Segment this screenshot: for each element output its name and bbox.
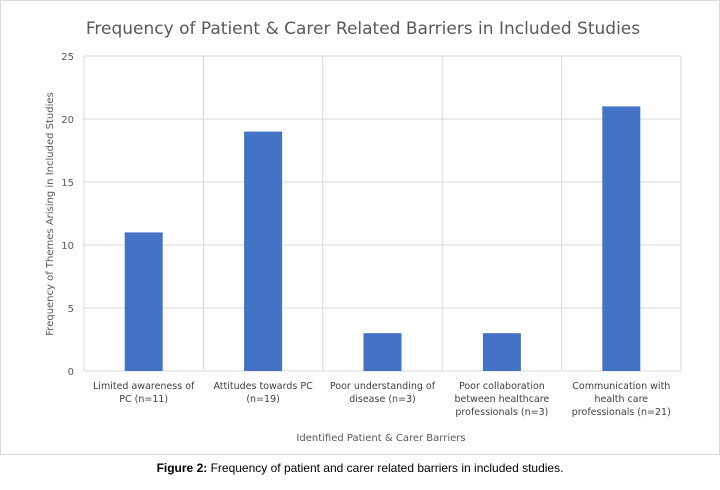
y-tick-label: 20 bbox=[61, 115, 74, 126]
y-tick-label: 10 bbox=[61, 241, 74, 252]
x-category-label-line: between healthcare bbox=[455, 394, 550, 405]
x-category-label-line: health care bbox=[594, 394, 648, 405]
x-category-labels: Limited awareness of PC (n=11) Attitudes t… bbox=[93, 381, 671, 418]
x-category-label: Poor collaboration between healthcare prof… bbox=[455, 381, 550, 418]
x-category-label: Poor understanding of disease (n=3) bbox=[330, 381, 436, 405]
chart-title: Frequency of Patient & Carer Related Bar… bbox=[86, 19, 640, 39]
x-category-label-line: disease (n=3) bbox=[349, 394, 416, 405]
y-axis-title: Frequency of Themes Arising in Included … bbox=[45, 92, 56, 335]
bar bbox=[124, 232, 163, 371]
x-category-label: Communication with health care professiona… bbox=[572, 381, 671, 418]
y-tick-label: 25 bbox=[61, 52, 74, 63]
x-category-label-line: Communication with bbox=[572, 381, 670, 392]
bar bbox=[244, 131, 283, 371]
x-category-label-line: professionals (n=3) bbox=[455, 407, 548, 418]
figure-caption: Figure 2: Frequency of patient and carer… bbox=[0, 461, 720, 475]
bar bbox=[602, 106, 641, 372]
bar bbox=[482, 333, 521, 371]
x-axis-title: Identified Patient & Carer Barriers bbox=[296, 433, 465, 444]
bar-chart: Frequency of Patient & Carer Related Bar… bbox=[45, 19, 682, 444]
y-tick-label: 15 bbox=[61, 178, 74, 189]
y-tick-label: 5 bbox=[68, 304, 74, 315]
x-category-label-line: Limited awareness of bbox=[93, 381, 195, 392]
bar bbox=[363, 333, 402, 371]
y-tick-labels: 0 5 10 15 20 25 bbox=[61, 52, 74, 378]
x-category-label-line: (n=19) bbox=[246, 394, 279, 405]
x-category-label-line: Poor collaboration bbox=[459, 381, 545, 392]
x-category-label-line: professionals (n=21) bbox=[572, 407, 671, 418]
chart-frame: Frequency of Patient & Carer Related Bar… bbox=[0, 0, 720, 455]
x-category-label: Attitudes towards PC (n=19) bbox=[213, 381, 313, 405]
caption-text: Frequency of patient and carer related b… bbox=[207, 461, 564, 475]
x-category-label: Limited awareness of PC (n=11) bbox=[93, 381, 195, 405]
y-tick-label: 0 bbox=[68, 367, 74, 378]
caption-label: Figure 2: bbox=[156, 461, 208, 475]
bars bbox=[124, 106, 641, 372]
x-category-label-line: Poor understanding of bbox=[330, 381, 436, 392]
gridlines bbox=[83, 55, 682, 372]
x-category-label-line: PC (n=11) bbox=[119, 394, 168, 405]
x-category-label-line: Attitudes towards PC bbox=[213, 381, 313, 392]
